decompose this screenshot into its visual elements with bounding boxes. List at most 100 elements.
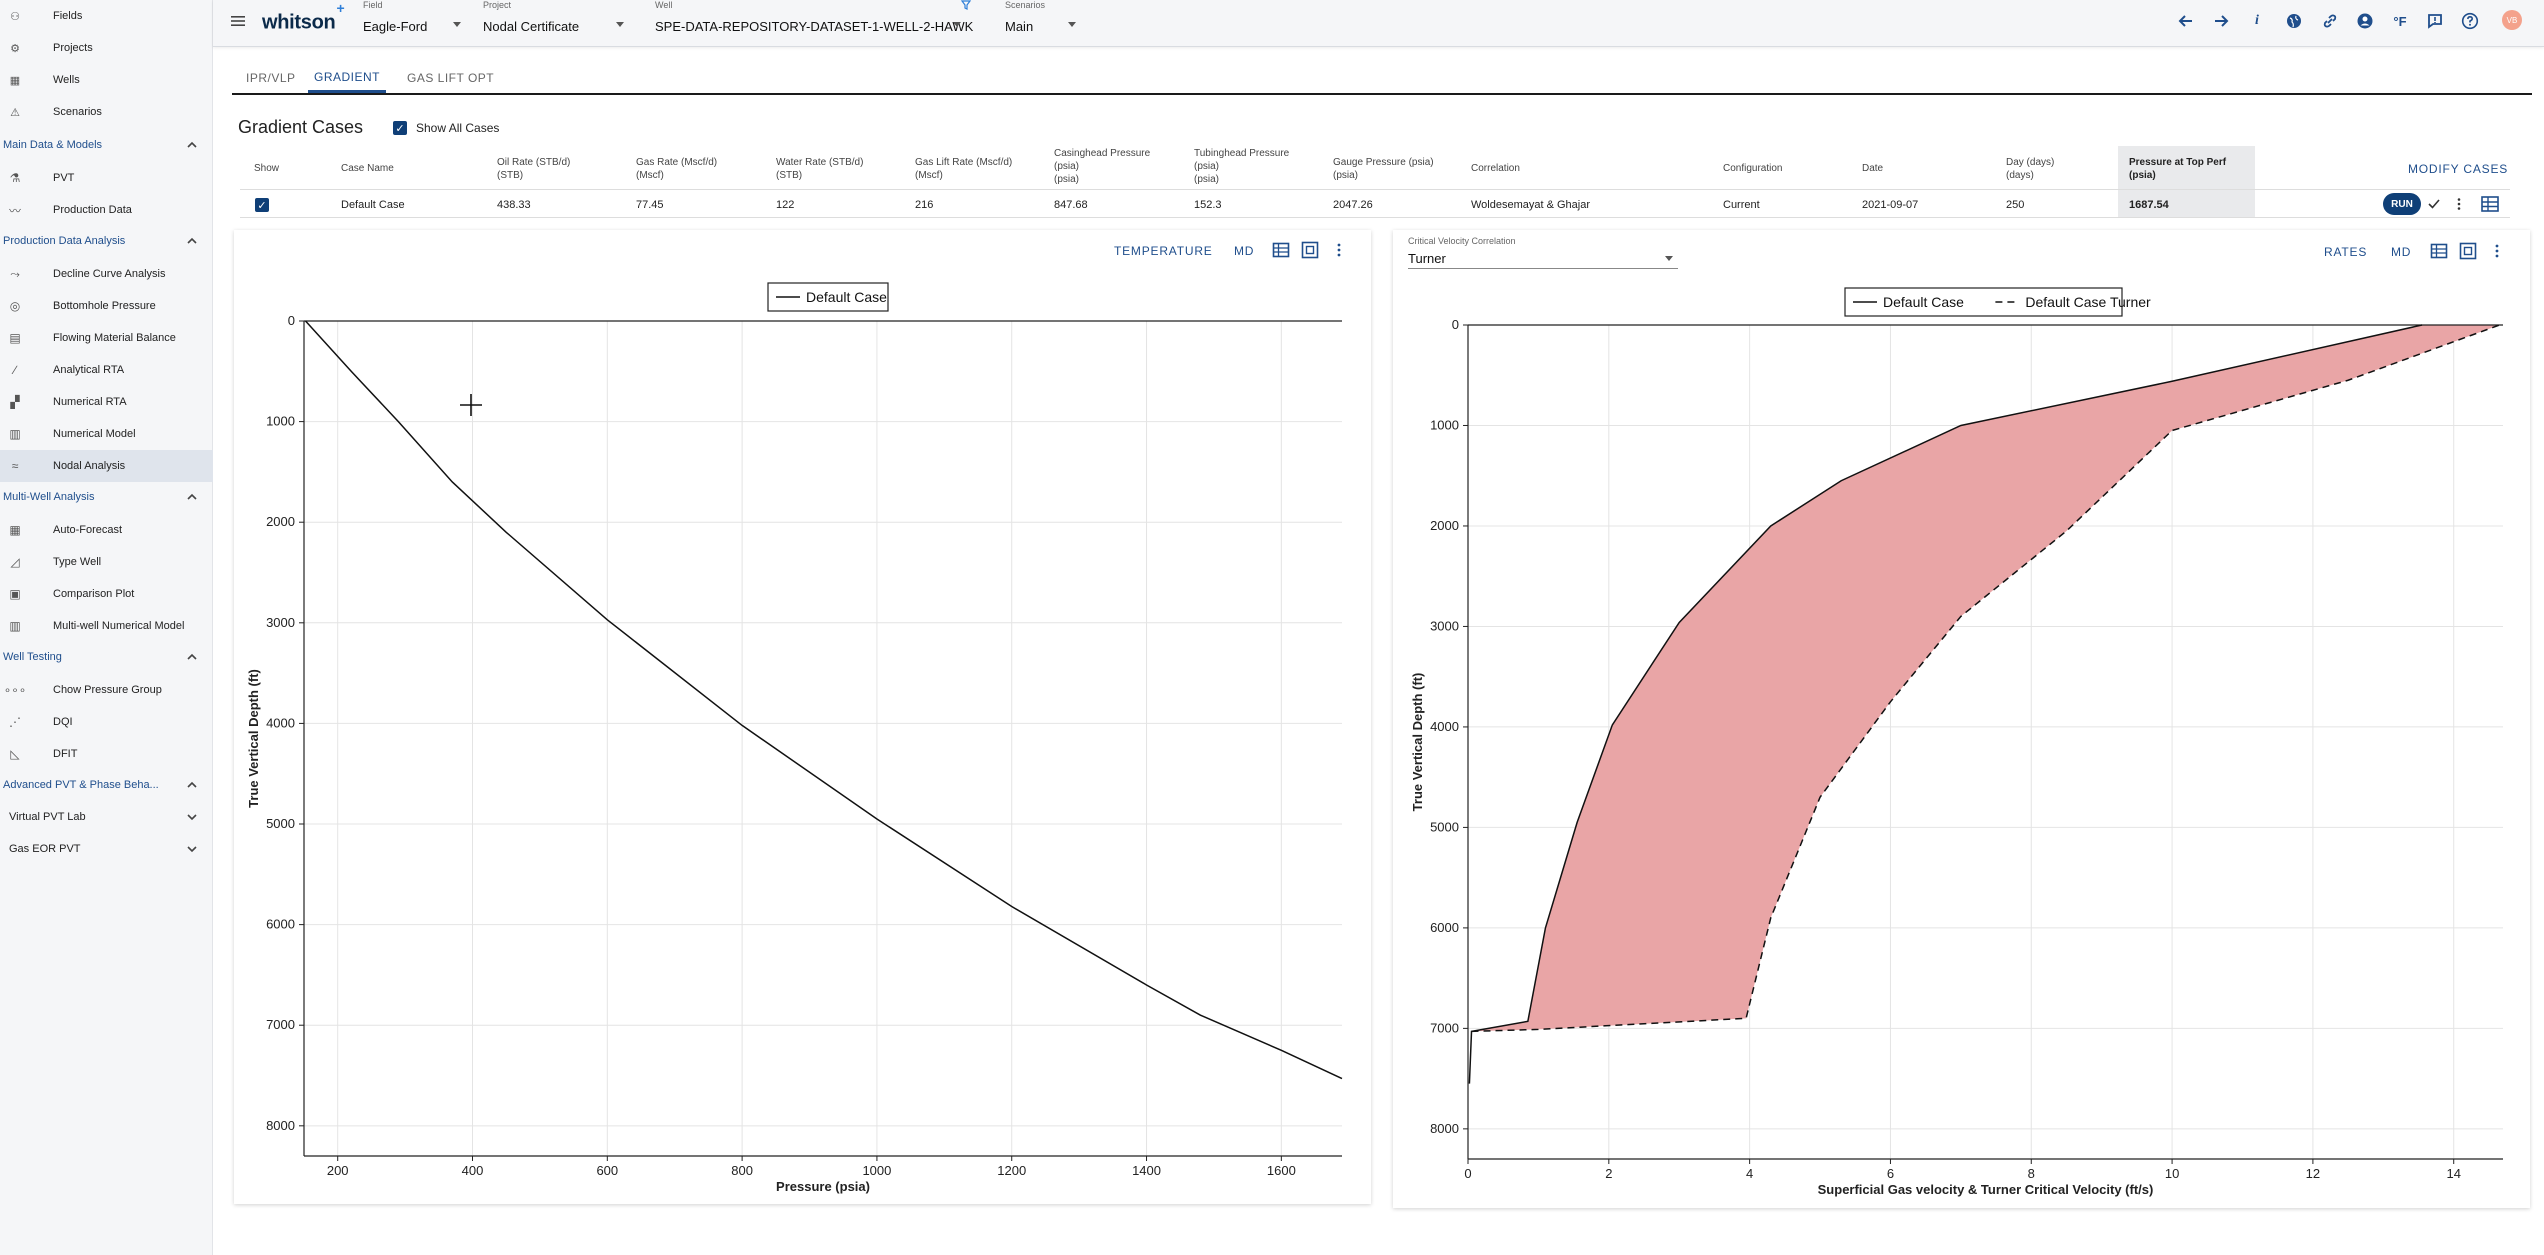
sidebar-item-fields[interactable]: ⚇ Fields (0, 0, 213, 32)
sidebar-item-projects[interactable]: ⚙ Projects (0, 32, 213, 64)
sidebar-section-production-data-analysis[interactable]: Production Data Analysis (0, 226, 213, 256)
column-header[interactable]: Casinghead Pressure (psia) (psia) (1054, 147, 1150, 186)
info-icon[interactable]: i (2255, 13, 2259, 28)
sidebar-item-production-data[interactable]: 〰 Production Data (0, 194, 213, 226)
sidebar-section-advanced-pvt-phase-beha[interactable]: Advanced PVT & Phase Beha... (0, 770, 213, 800)
table-view-icon[interactable] (2481, 196, 2499, 212)
forward-arrow-icon[interactable] (2210, 10, 2232, 32)
table-icon[interactable] (1272, 241, 1290, 259)
column-header[interactable]: Case Name (341, 162, 394, 175)
column-header[interactable]: Configuration (1723, 162, 1782, 175)
sidebar-item-auto-forecast[interactable]: ▦ Auto-Forecast (0, 514, 213, 546)
menu-icon[interactable] (229, 12, 247, 30)
globe-icon[interactable] (2283, 10, 2305, 32)
sidebar-item-comparison-plot[interactable]: ▣ Comparison Plot (0, 578, 213, 610)
account-circle-icon[interactable] (2354, 10, 2376, 32)
critical-velocity-dropdown-icon[interactable] (1665, 256, 1673, 261)
show-all-checkbox[interactable]: ✓ (393, 121, 407, 135)
more-vert-icon[interactable] (2452, 197, 2466, 211)
sidebar-section-multi-well-analysis[interactable]: Multi-Well Analysis (0, 482, 213, 512)
gauge-pressure-cell[interactable]: 2047.26 (1333, 199, 1373, 211)
column-header[interactable]: Correlation (1471, 162, 1520, 175)
rates-button[interactable]: RATES (2324, 245, 2368, 259)
units-toggle[interactable]: °F (2393, 13, 2407, 29)
table-icon[interactable] (2430, 242, 2448, 260)
column-header[interactable]: Pressure at Top Perf (psia) (2129, 156, 2226, 182)
sidebar-sub-gas-eor-pvt[interactable]: Gas EOR PVT (0, 834, 213, 864)
help-icon[interactable] (2459, 10, 2481, 32)
pressure-depth-chart[interactable]: 200 400 600 800 1000 1200 1400 1600 0 1000 2000 300… (234, 270, 1371, 1200)
chevron-up-icon[interactable] (186, 491, 198, 503)
chevron-up-icon[interactable] (186, 235, 198, 247)
chevron-down-icon[interactable] (186, 843, 198, 855)
column-header[interactable]: Gas Lift Rate (Mscf/d) (Mscf) (915, 156, 1012, 182)
tab-gas-lift-opt[interactable]: GAS LIFT OPT (407, 71, 495, 85)
column-header[interactable]: Date (1862, 162, 1883, 175)
oil-rate-cell[interactable]: 438.33 (497, 199, 531, 211)
check-icon[interactable] (2427, 197, 2441, 211)
sidebar-item-nodal-analysis[interactable]: ≈ Nodal Analysis (0, 450, 213, 482)
sidebar-item-flowing-material-balance[interactable]: ▤ Flowing Material Balance (0, 322, 213, 354)
modify-cases-button[interactable]: MODIFY CASES (2408, 162, 2509, 176)
casinghead-pressure-cell[interactable]: 847.68 (1054, 199, 1088, 211)
sidebar-item-bottomhole-pressure[interactable]: ◎ Bottomhole Pressure (0, 290, 213, 322)
tab-ipr-vlp[interactable]: IPR/VLP (246, 71, 296, 85)
column-header[interactable]: Tubinghead Pressure (psia) (psia) (1194, 147, 1289, 186)
more-vert-icon[interactable] (2488, 242, 2506, 260)
case-name-cell[interactable]: Default Case (341, 199, 405, 211)
column-header[interactable]: Oil Rate (STB/d) (STB) (497, 156, 570, 182)
fit-view-icon[interactable] (1301, 241, 1319, 259)
well-select[interactable]: Well SPE-DATA-REPOSITORY-DATASET-1-WELL-… (655, 0, 975, 40)
column-header[interactable]: Gauge Pressure (psia) (psia) (1333, 156, 1434, 182)
md-button-right[interactable]: MD (2391, 245, 2412, 259)
project-select[interactable]: Project Nodal Certificate (483, 0, 633, 40)
sidebar-item-chow-pressure-group[interactable]: ∘∘∘ Chow Pressure Group (0, 674, 213, 706)
sidebar-item-numerical-rta[interactable]: ▞ Numerical RTA (0, 386, 213, 418)
user-avatar[interactable]: VB (2502, 10, 2522, 30)
date-cell[interactable]: 2021-09-07 (1862, 199, 1919, 211)
sidebar-sub-virtual-pvt-lab[interactable]: Virtual PVT Lab (0, 802, 213, 832)
temperature-button[interactable]: TEMPERATURE (1114, 244, 1213, 258)
chevron-down-icon[interactable] (186, 811, 198, 823)
column-header[interactable]: Gas Rate (Mscf/d) (Mscf) (636, 156, 717, 182)
sidebar-section-well-testing[interactable]: Well Testing (0, 642, 213, 672)
chevron-up-icon[interactable] (186, 651, 198, 663)
back-arrow-icon[interactable] (2175, 10, 2197, 32)
fit-view-icon[interactable] (2459, 242, 2477, 260)
feedback-icon[interactable] (2424, 10, 2446, 32)
sidebar-item-pvt[interactable]: ⚗ PVT (0, 162, 213, 194)
chevron-up-icon[interactable] (186, 139, 198, 151)
row-show-checkbox[interactable]: ✓ (255, 198, 269, 212)
column-header[interactable]: Water Rate (STB/d) (STB) (776, 156, 863, 182)
tubinghead-pressure-cell[interactable]: 152.3 (1194, 199, 1222, 211)
sidebar-item-analytical-rta[interactable]: ∕ Analytical RTA (0, 354, 213, 386)
critical-velocity-value[interactable]: Turner (1408, 251, 1446, 266)
sidebar-item-dqi[interactable]: ⋰ DQI (0, 706, 213, 738)
configuration-cell[interactable]: Current (1723, 199, 1760, 211)
correlation-cell[interactable]: Woldesemayat & Ghajar (1471, 199, 1591, 211)
sidebar-item-multi-well-numerical-model[interactable]: ▥ Multi-well Numerical Model (0, 610, 213, 642)
sidebar-item-type-well[interactable]: ◿ Type Well (0, 546, 213, 578)
sidebar-item-dfit[interactable]: ◺ DFIT (0, 738, 213, 770)
sidebar-item-wells[interactable]: ▦ Wells (0, 64, 213, 96)
gas-rate-cell[interactable]: 77.45 (636, 199, 664, 211)
gas-lift-rate-cell[interactable]: 216 (915, 199, 934, 211)
column-header[interactable]: Day (days) (days) (2006, 156, 2054, 182)
tab-gradient[interactable]: GRADIENT (308, 63, 387, 93)
whitson-logo[interactable]: whitson+ (262, 0, 345, 35)
more-vert-icon[interactable] (1330, 241, 1348, 259)
md-button-left[interactable]: MD (1234, 244, 1255, 258)
sidebar-item-decline-curve-analysis[interactable]: ⤳ Decline Curve Analysis (0, 258, 213, 290)
scenario-select[interactable]: Scenarios Main (1005, 0, 1085, 40)
velocity-depth-chart[interactable]: 0 2 4 6 8 10 12 14 0 1000 2000 3000 4000 5000 6000 7000… (1393, 275, 2530, 1205)
sidebar-item-numerical-model[interactable]: ▥ Numerical Model (0, 418, 213, 450)
filter-icon[interactable] (961, 0, 971, 10)
sidebar-section-main-data-models[interactable]: Main Data & Models (0, 130, 213, 160)
water-rate-cell[interactable]: 122 (776, 199, 795, 211)
column-header[interactable]: Show (254, 162, 279, 175)
day-cell[interactable]: 250 (2006, 199, 2025, 211)
field-select[interactable]: Field Eagle-Ford (363, 0, 463, 40)
chevron-up-icon[interactable] (186, 779, 198, 791)
run-button[interactable]: RUN (2383, 193, 2421, 215)
sidebar-item-scenarios[interactable]: ⚠ Scenarios (0, 96, 213, 128)
